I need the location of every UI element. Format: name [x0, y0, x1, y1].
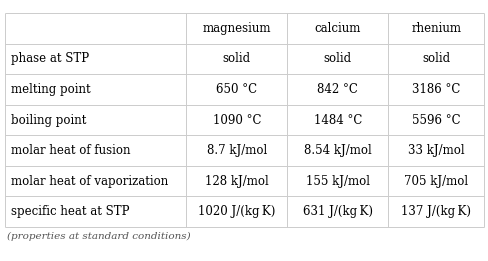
Text: (properties at standard conditions): (properties at standard conditions)	[7, 232, 191, 241]
Text: melting point: melting point	[11, 83, 90, 96]
Text: 3186 °C: 3186 °C	[411, 83, 459, 96]
Text: molar heat of vaporization: molar heat of vaporization	[11, 175, 168, 188]
Text: 631 J/(kg K): 631 J/(kg K)	[302, 205, 372, 218]
Text: 5596 °C: 5596 °C	[411, 114, 460, 127]
Text: 842 °C: 842 °C	[317, 83, 358, 96]
Text: 8.54 kJ/mol: 8.54 kJ/mol	[304, 144, 371, 157]
Text: solid: solid	[223, 52, 250, 66]
Text: rhenium: rhenium	[410, 22, 460, 35]
Text: molar heat of fusion: molar heat of fusion	[11, 144, 130, 157]
Text: 705 kJ/mol: 705 kJ/mol	[403, 175, 468, 188]
Text: 137 J/(kg K): 137 J/(kg K)	[400, 205, 470, 218]
Text: solid: solid	[421, 52, 449, 66]
Text: 128 kJ/mol: 128 kJ/mol	[204, 175, 268, 188]
Text: 155 kJ/mol: 155 kJ/mol	[305, 175, 369, 188]
Text: 1484 °C: 1484 °C	[313, 114, 361, 127]
Text: phase at STP: phase at STP	[11, 52, 89, 66]
Text: boiling point: boiling point	[11, 114, 86, 127]
Text: solid: solid	[323, 52, 351, 66]
Text: calcium: calcium	[314, 22, 360, 35]
Text: specific heat at STP: specific heat at STP	[11, 205, 129, 218]
Text: 1090 °C: 1090 °C	[212, 114, 261, 127]
Text: 8.7 kJ/mol: 8.7 kJ/mol	[206, 144, 266, 157]
Text: 33 kJ/mol: 33 kJ/mol	[407, 144, 464, 157]
Text: 1020 J/(kg K): 1020 J/(kg K)	[198, 205, 275, 218]
Text: 650 °C: 650 °C	[216, 83, 257, 96]
Text: magnesium: magnesium	[202, 22, 271, 35]
